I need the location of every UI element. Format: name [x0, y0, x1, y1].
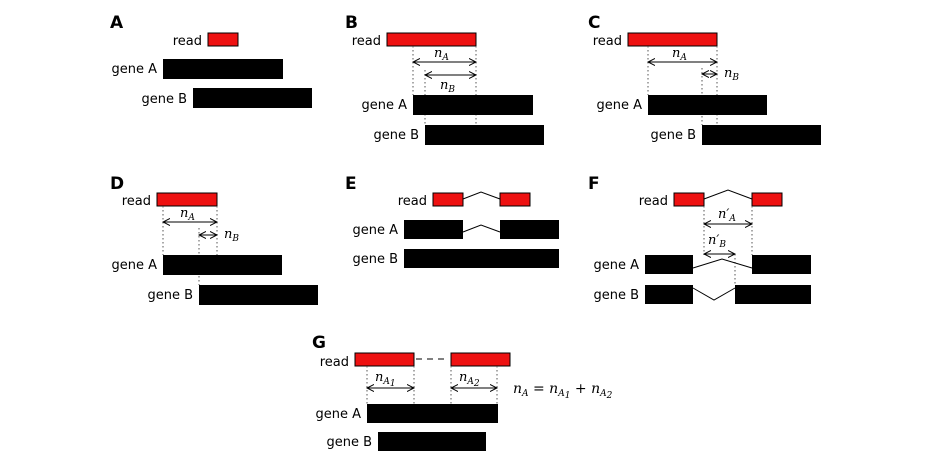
gene-a-exon-2 — [500, 220, 559, 239]
panel-label-g: G — [312, 333, 326, 353]
gene-b-label: gene B — [373, 128, 419, 143]
gene-b-label: gene B — [593, 288, 639, 303]
gene-b-bar — [425, 125, 544, 145]
equation: nA = nA1 + nA2 — [513, 381, 613, 401]
gene-a-label: gene A — [596, 98, 642, 113]
gene-a-bar — [413, 95, 533, 115]
gene-a-bar — [648, 95, 767, 115]
gene-a-exon-1 — [404, 220, 463, 239]
gene-a-label: gene A — [352, 223, 398, 238]
label-na: nA — [672, 46, 687, 63]
label-na1: nA1 — [375, 370, 396, 389]
panel-b: B read nA nB gene A gene B — [345, 13, 544, 145]
gene-b-bar — [702, 125, 821, 145]
gene-a-bar — [163, 59, 283, 79]
read-label: read — [352, 34, 381, 49]
intron-connector — [692, 287, 736, 301]
gene-b-label: gene B — [352, 252, 398, 267]
label-na: nA — [434, 46, 449, 63]
gene-a-bar — [163, 255, 282, 275]
gene-a-label: gene A — [111, 258, 157, 273]
read-bar-right — [499, 192, 531, 207]
read-label: read — [398, 194, 427, 209]
panel-a: A read gene A gene B — [110, 13, 312, 108]
splice-connector — [462, 191, 501, 200]
read-label: read — [639, 194, 668, 209]
panel-label-a: A — [110, 13, 124, 33]
gene-a-label: gene A — [361, 98, 407, 113]
panel-f: F read n′A n′B gene A gene B — [588, 174, 811, 304]
gene-a-bar — [367, 404, 498, 423]
gene-b-label: gene B — [141, 92, 187, 107]
read-bar — [156, 192, 218, 207]
intron-connector — [462, 224, 501, 233]
label-nb-prime: n′B — [708, 233, 726, 250]
read-label: read — [122, 194, 151, 209]
gene-a-exon-1 — [645, 255, 693, 274]
read-bar-left — [432, 192, 464, 207]
read-bar — [627, 32, 718, 47]
gene-b-exon-1 — [645, 285, 693, 304]
gene-a-label: gene A — [315, 407, 361, 422]
read-label: read — [320, 355, 349, 370]
panel-d: D read nA nB gene A gene B — [110, 174, 318, 305]
label-na-prime: n′A — [718, 207, 736, 224]
gene-b-bar — [193, 88, 312, 108]
label-na2: nA2 — [459, 370, 480, 389]
gene-b-label: gene B — [650, 128, 696, 143]
splice-connector — [703, 189, 753, 200]
panel-e: E read gene A gene B — [345, 174, 559, 268]
label-nb: nB — [440, 78, 455, 95]
read-label: read — [173, 34, 202, 49]
read-bar-left — [673, 192, 705, 207]
read-bar — [207, 32, 239, 47]
panel-label-d: D — [110, 174, 124, 194]
panel-label-c: C — [588, 13, 600, 33]
gene-b-label: gene B — [326, 435, 372, 450]
gene-a-label: gene A — [111, 62, 157, 77]
gene-a-exon-2 — [752, 255, 811, 274]
label-nb: nB — [724, 66, 739, 83]
panel-label-e: E — [345, 174, 357, 194]
gene-b-bar — [378, 432, 486, 451]
read-bar-right — [751, 192, 783, 207]
panel-g: G read nA1 nA2 nA = nA1 + nA2 gene A gen… — [312, 333, 613, 451]
panel-label-f: F — [588, 174, 600, 194]
read-bar-left — [354, 352, 415, 367]
label-na: nA — [180, 206, 195, 223]
intron-connector — [692, 258, 753, 269]
gene-b-bar — [199, 285, 318, 305]
gene-a-label: gene A — [593, 258, 639, 273]
read-bar-right — [450, 352, 511, 367]
gene-b-exon-2 — [735, 285, 811, 304]
label-nb: nB — [224, 227, 239, 244]
panel-c: C read nA nB gene A gene B — [588, 13, 821, 145]
read-label: read — [593, 34, 622, 49]
gene-b-label: gene B — [147, 288, 193, 303]
read-bar — [386, 32, 477, 47]
gene-b-bar — [404, 249, 559, 268]
panel-label-b: B — [345, 13, 358, 33]
